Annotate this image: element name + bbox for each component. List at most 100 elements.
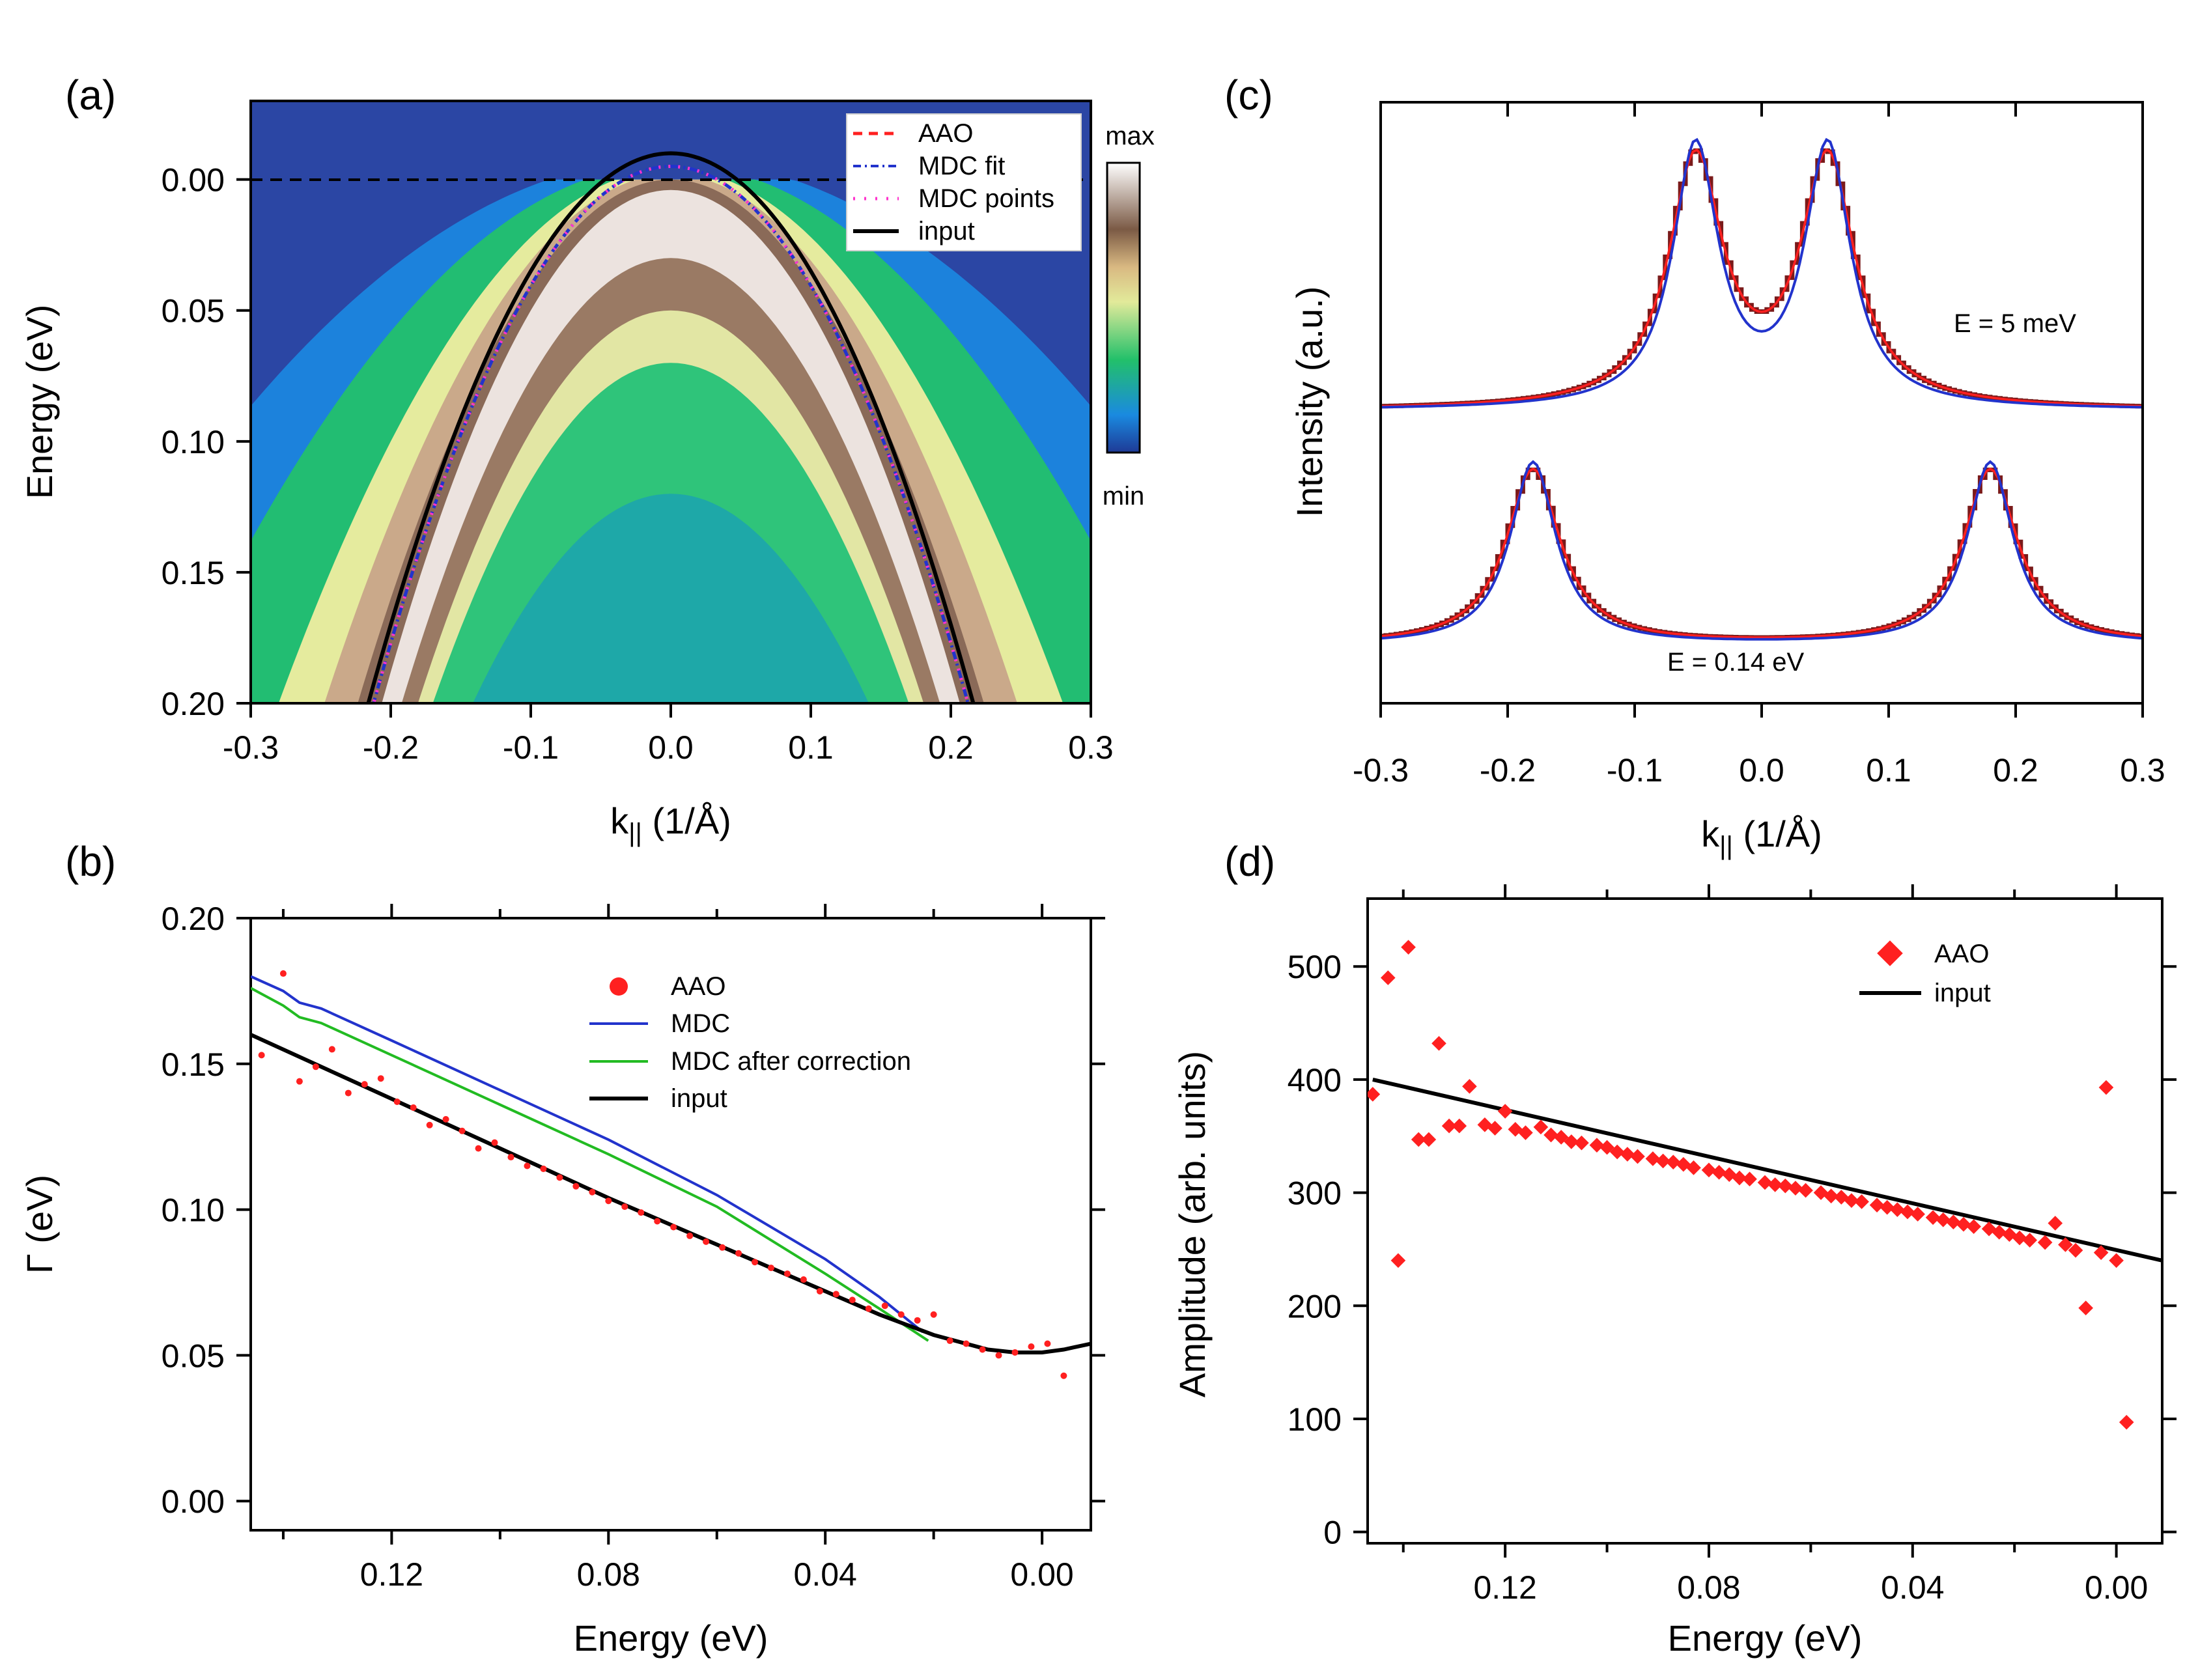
aao-point	[1732, 1170, 1747, 1186]
line-mdc	[251, 975, 924, 1334]
aao-point	[735, 1250, 742, 1257]
panel-d-frame	[1366, 897, 2163, 1545]
aao-point	[703, 1238, 710, 1245]
y-tick-label: 0.10	[162, 424, 225, 460]
aao-point	[686, 1232, 694, 1239]
legend-aao: AAO	[918, 119, 973, 148]
y-tick-label: 0.20	[162, 901, 225, 937]
aao-point	[377, 1075, 384, 1082]
x-tick-label: 0.12	[1473, 1569, 1536, 1606]
panel-c-axes: -0.3 -0.2 -0.1 0.0 0.1 0.2 0.3	[1353, 102, 2165, 789]
aao-fit-0	[1381, 148, 2143, 408]
y-tick-label: 300	[1288, 1175, 1342, 1212]
mdc-fit-1	[1381, 460, 2143, 641]
aao-point	[946, 1337, 953, 1345]
colorbar-max-label: max	[1105, 122, 1155, 150]
aao-point	[1441, 1118, 1457, 1134]
aao-point	[881, 1302, 888, 1309]
panel-a-xlabel: k|| (1/Å)	[610, 800, 731, 847]
panel-d-ylabel: Amplitude (arb. units)	[1172, 1051, 1213, 1397]
aao-point	[1925, 1210, 1941, 1225]
x-tick-label: 0.08	[577, 1556, 640, 1593]
aao-point	[426, 1121, 433, 1128]
x-tick-label: 0.12	[360, 1556, 423, 1593]
aao-point	[1956, 1216, 1971, 1232]
panel-a-curves	[366, 151, 976, 703]
aao-point	[752, 1259, 758, 1266]
panel-c-label: (c)	[1224, 72, 1273, 119]
panel-c: (c) -0.3 -0.2 -0.1 0.0 0.1 0.2 0.3 Intensity (…	[1224, 72, 2165, 860]
aao-point	[914, 1317, 921, 1324]
aao-point	[832, 1291, 839, 1298]
aao-point	[1630, 1149, 1645, 1164]
aao-point	[1788, 1181, 1803, 1196]
aao-point	[1946, 1214, 1961, 1230]
aao-point	[1656, 1153, 1670, 1169]
legend-input: input	[1934, 979, 1991, 1007]
y-tick-label: 0.15	[162, 555, 225, 591]
panel-b-label: (b)	[65, 838, 116, 885]
aao-point	[1401, 940, 1416, 955]
aao-point	[995, 1352, 1002, 1359]
aao-point	[1854, 1194, 1869, 1209]
heatmap-band-9	[251, 494, 1091, 703]
aao-point	[1431, 1036, 1446, 1051]
aao-point	[258, 1052, 265, 1059]
x-tick-label: 0.00	[1010, 1556, 1073, 1593]
y-tick-label: 0.05	[162, 1337, 225, 1374]
aao-point	[328, 1046, 335, 1053]
curve-input	[366, 151, 976, 703]
legend-mdc-points: MDC points	[918, 184, 1054, 213]
aao-point	[345, 1089, 352, 1097]
y-tick-label: 0.20	[162, 686, 225, 722]
aao-point	[1564, 1134, 1579, 1149]
legend-mdc: MDC	[671, 1009, 730, 1038]
x-tick-label: 0.00	[2085, 1569, 2148, 1606]
aao-point	[1497, 1104, 1513, 1119]
panel-b-frame	[249, 917, 1092, 1532]
line-mdc-after-correction	[251, 987, 929, 1342]
aao-point	[1742, 1171, 1757, 1187]
line-input	[251, 1033, 1091, 1354]
y-tick-label: 0.05	[162, 293, 225, 329]
panel-d-xlabel: Energy (eV)	[1668, 1617, 1863, 1659]
aao-point	[475, 1145, 482, 1152]
legend-input: input	[671, 1084, 727, 1113]
panel-b-data	[251, 970, 1091, 1379]
aao-point	[1798, 1183, 1813, 1198]
x-tick-label: -0.1	[1607, 752, 1663, 789]
legend-mdc-fit: MDC fit	[918, 152, 1005, 180]
aao-point	[2098, 1080, 2114, 1095]
panel-c-xlabel: k|| (1/Å)	[1701, 813, 1822, 860]
aao-point	[1844, 1193, 1859, 1209]
aao-point	[605, 1197, 612, 1205]
aao-point	[897, 1311, 905, 1318]
aao-point	[1966, 1219, 1981, 1234]
aao-point	[865, 1305, 872, 1312]
aao-point	[1645, 1151, 1661, 1166]
aao-point	[963, 1340, 970, 1347]
aao-point	[2037, 1235, 2053, 1250]
aao-point	[1900, 1204, 1915, 1220]
aao-point	[2058, 1237, 2073, 1252]
colorbar: max min	[1103, 122, 1155, 511]
aao-point	[638, 1209, 645, 1216]
panel-b-axes: 0.12 0.08 0.04 0.00 0.00 0.05 0.10 0.15 0.20	[162, 901, 1105, 1593]
aao-point	[849, 1296, 856, 1304]
panel-c-data	[1381, 137, 2143, 641]
aao-point	[1880, 1199, 1895, 1215]
panel-a-legend: AAO MDC fit MDC points input	[846, 113, 1082, 251]
input-line	[1372, 1077, 2162, 1263]
y-tick-label: 0.00	[162, 1483, 225, 1520]
y-tick-label: 0.00	[162, 162, 225, 199]
aao-point	[670, 1224, 677, 1231]
aao-point	[621, 1203, 628, 1211]
y-tick-label: 400	[1288, 1062, 1342, 1099]
aao-point	[458, 1127, 466, 1134]
x-tick-label: -0.3	[223, 729, 279, 766]
aao-point	[2068, 1242, 2083, 1258]
aao-point	[1757, 1175, 1773, 1190]
aao-point	[1824, 1188, 1839, 1204]
x-tick-label: -0.1	[503, 729, 559, 766]
aao-point	[524, 1162, 531, 1169]
